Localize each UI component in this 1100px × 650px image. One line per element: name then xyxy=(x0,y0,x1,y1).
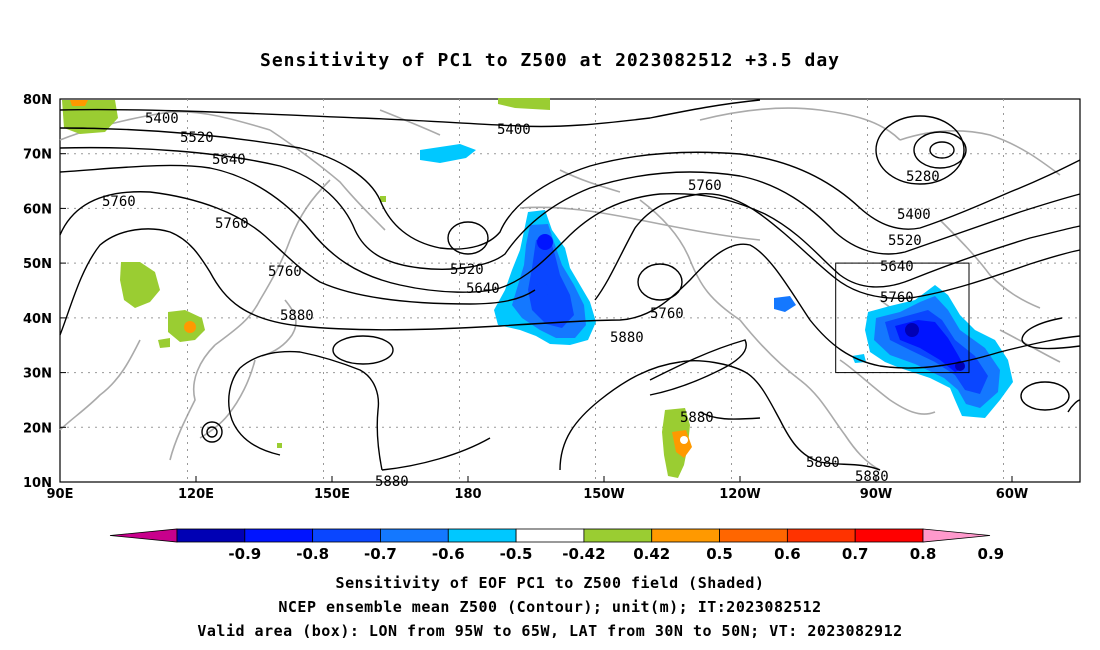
contour-label: 5400 xyxy=(145,111,179,127)
colorbar-label: -0.9 xyxy=(228,545,261,563)
lat-label: 10N xyxy=(23,476,52,491)
colorbar-swatch xyxy=(176,528,246,543)
colorbar-swatch xyxy=(312,528,381,543)
contour-label: 5760 xyxy=(650,306,684,322)
colorbar-low-extension xyxy=(109,528,178,543)
caption-contour: NCEP ensemble mean Z500 (Contour); unit(… xyxy=(278,598,822,616)
contour-label: 5520 xyxy=(888,233,922,249)
lat-label: 30N xyxy=(23,367,52,382)
lon-label: 90W xyxy=(860,487,892,502)
contour-label: 5400 xyxy=(897,207,931,223)
colorbar-swatch xyxy=(719,528,788,543)
contour-label: 5520 xyxy=(180,130,214,146)
contour-labels: 5400 5520 5640 5760 5760 5760 5880 5400 … xyxy=(102,111,940,490)
contour-label: 5880 xyxy=(806,455,840,471)
colorbar-swatch xyxy=(854,528,924,543)
colorbar-swatch xyxy=(515,528,585,543)
lat-label: 60N xyxy=(23,202,52,217)
lat-label: 20N xyxy=(23,421,52,436)
caption-shaded: Sensitivity of EOF PC1 to Z500 field (Sh… xyxy=(335,574,765,592)
contour-label: 5880 xyxy=(680,410,714,426)
colorbar-swatch xyxy=(244,528,314,543)
contour-label: 5640 xyxy=(880,259,914,275)
contour-label: 5880 xyxy=(610,330,644,346)
colorbar-label: 0.5 xyxy=(706,545,733,563)
colorbar-label: 0.7 xyxy=(842,545,869,563)
z500-contours xyxy=(59,99,1081,471)
colorbar-label: -0.42 xyxy=(562,545,605,563)
contour-label: 5760 xyxy=(688,178,722,194)
contour-label: 5760 xyxy=(102,194,136,210)
lat-label: 40N xyxy=(23,312,52,327)
contour-label: 5880 xyxy=(280,308,314,324)
colorbar-label: 0.42 xyxy=(633,545,670,563)
lon-label: 150E xyxy=(314,487,350,502)
colorbar: -0.9 -0.8 -0.7 -0.6 -0.5 -0.42 0.42 0.5 0.6 0.7 0.… xyxy=(109,528,1005,563)
contour-label: 5400 xyxy=(497,122,531,138)
lon-label: 150W xyxy=(583,487,624,502)
lat-label: 70N xyxy=(23,148,52,163)
colorbar-label: -0.5 xyxy=(500,545,533,563)
contour-label: 5760 xyxy=(215,216,249,232)
colorbar-swatch xyxy=(651,528,720,543)
map-title: Sensitivity of PC1 to Z500 at 2023082512… xyxy=(259,50,840,71)
contour-label: 5280 xyxy=(906,169,940,185)
colorbar-swatch xyxy=(380,528,449,543)
lat-label: 80N xyxy=(23,93,52,108)
contour-label: 5640 xyxy=(212,152,246,168)
colorbar-label: 0.9 xyxy=(978,545,1005,563)
colorbar-swatch xyxy=(447,528,517,543)
lat-label: 50N xyxy=(23,257,52,272)
colorbar-label: 0.6 xyxy=(774,545,801,563)
longitude-axis: 90E 120E 150E 180 150W 120W 90W 60W xyxy=(47,476,1028,502)
grid-lines xyxy=(60,99,1080,482)
contour-label: 5640 xyxy=(466,281,500,297)
latitude-axis: 80N 70N 60N 50N 40N 30N 20N 10N xyxy=(23,93,66,491)
colorbar-high-extension xyxy=(922,528,991,543)
caption-valid-area: Valid area (box): LON from 95W to 65W, L… xyxy=(197,622,903,640)
colorbar-label: 0.8 xyxy=(910,545,937,563)
contour-label: 5880 xyxy=(855,469,889,485)
colorbar-swatch xyxy=(583,528,653,543)
contour-label: 5880 xyxy=(375,474,409,490)
valid-area-box xyxy=(835,262,970,374)
lon-label: 120W xyxy=(719,487,760,502)
lon-label: 180 xyxy=(454,487,481,502)
colorbar-label: -0.6 xyxy=(432,545,465,563)
contour-label: 5760 xyxy=(880,290,914,306)
contour-label: 5760 xyxy=(268,264,302,280)
shaded-negative-regions xyxy=(420,144,1013,418)
shaded-positive-regions xyxy=(62,98,692,478)
colorbar-label: -0.7 xyxy=(364,545,397,563)
lon-label: 90E xyxy=(47,487,74,502)
colorbar-label: -0.8 xyxy=(296,545,329,563)
contour-label: 5520 xyxy=(450,262,484,278)
lon-label: 60W xyxy=(996,487,1028,502)
colorbar-swatch xyxy=(786,528,856,543)
lon-label: 120E xyxy=(178,487,214,502)
